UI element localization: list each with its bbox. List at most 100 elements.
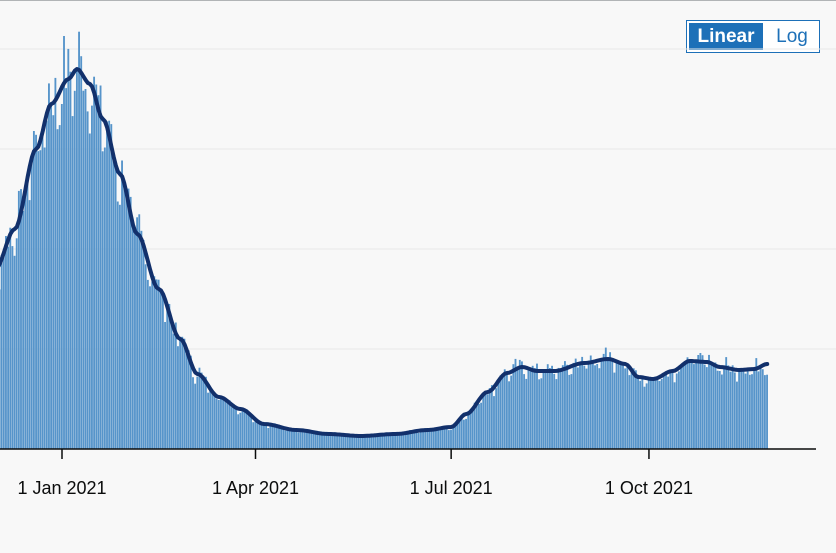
daily-bar: [447, 430, 450, 449]
daily-bar: [13, 255, 16, 449]
daily-bar: [641, 376, 644, 449]
daily-bar: [312, 432, 315, 449]
daily-bar: [336, 433, 338, 449]
daily-bar: [430, 429, 433, 449]
daily-bar: [729, 371, 732, 449]
daily-bar: [243, 409, 246, 449]
daily-bar: [658, 381, 661, 449]
daily-bar: [346, 434, 349, 449]
daily-bar: [402, 434, 405, 449]
daily-bar: [299, 432, 302, 449]
daily-bar: [398, 434, 401, 449]
daily-bar: [544, 370, 547, 449]
daily-bar: [665, 373, 667, 449]
daily-bar: [531, 365, 534, 449]
x-tick-label: 1 Oct 2021: [605, 478, 693, 498]
daily-bar: [475, 405, 478, 449]
daily-bar: [600, 359, 603, 449]
daily-bar: [394, 433, 397, 449]
daily-bar: [499, 375, 502, 449]
daily-bar: [11, 246, 14, 449]
daily-bar: [667, 376, 670, 449]
daily-bar: [207, 392, 209, 449]
daily-bar: [473, 402, 476, 449]
daily-bar: [591, 361, 594, 449]
daily-bar: [56, 129, 59, 449]
daily-bar: [52, 115, 55, 449]
daily-bar: [712, 365, 715, 449]
daily-bar: [142, 240, 145, 449]
daily-bar: [5, 236, 7, 449]
daily-bar: [467, 411, 470, 449]
daily-bar: [693, 364, 695, 449]
daily-bar: [78, 31, 80, 449]
daily-bar: [615, 362, 618, 449]
daily-bar: [301, 431, 304, 449]
daily-bar: [456, 421, 459, 449]
daily-bar: [503, 369, 506, 449]
daily-bar: [349, 434, 351, 449]
daily-bar: [680, 366, 682, 449]
daily-bar: [705, 367, 708, 449]
daily-bar: [146, 279, 149, 449]
daily-bar: [17, 190, 20, 449]
daily-bar: [265, 423, 268, 449]
daily-bar: [368, 435, 371, 449]
daily-bar: [338, 434, 341, 449]
daily-bar: [533, 368, 536, 449]
daily-bar: [93, 76, 96, 449]
daily-bar: [69, 71, 72, 449]
daily-bar: [568, 374, 571, 449]
daily-bar: [626, 365, 629, 449]
daily-bar: [452, 425, 455, 449]
daily-bar: [738, 371, 741, 449]
daily-bar: [196, 376, 199, 449]
daily-bar: [278, 424, 280, 449]
daily-bar: [454, 423, 457, 449]
daily-bar: [699, 353, 702, 449]
linear-scale-button[interactable]: Linear: [687, 21, 765, 52]
daily-bar: [2, 248, 5, 449]
daily-bar: [134, 231, 136, 449]
daily-bar: [157, 279, 160, 449]
daily-bar: [26, 176, 29, 449]
daily-bar: [164, 322, 166, 449]
daily-bar: [579, 363, 581, 449]
daily-bar: [548, 368, 551, 449]
daily-bar: [22, 210, 25, 449]
daily-bar: [314, 433, 317, 449]
daily-bar: [247, 414, 250, 449]
log-scale-button[interactable]: Log: [776, 25, 808, 47]
daily-bar: [742, 370, 745, 449]
daily-bar: [744, 373, 747, 449]
daily-bar: [127, 188, 130, 449]
daily-bar: [273, 423, 276, 449]
daily-bar: [411, 431, 414, 449]
daily-bar: [740, 370, 743, 449]
daily-bar: [404, 434, 407, 449]
daily-bar: [701, 355, 704, 449]
daily-bar: [643, 386, 646, 449]
daily-bar: [159, 293, 162, 449]
daily-bar: [514, 358, 517, 449]
daily-bar: [232, 407, 235, 449]
daily-bar: [325, 433, 328, 449]
daily-bar: [222, 399, 225, 449]
daily-bar: [198, 367, 201, 449]
daily-bar: [374, 436, 377, 449]
daily-bar: [228, 400, 231, 449]
daily-bar: [329, 434, 332, 449]
daily-bar: [759, 366, 762, 449]
daily-bar: [258, 421, 261, 449]
daily-bar: [24, 186, 27, 449]
daily-bar: [95, 84, 98, 449]
daily-bar: [230, 407, 233, 449]
daily-bar: [482, 394, 485, 449]
daily-bar: [389, 434, 392, 449]
x-tick-label: 1 Jul 2021: [410, 478, 493, 498]
daily-bar: [512, 364, 515, 449]
daily-bar: [675, 373, 678, 449]
daily-bar: [108, 120, 111, 449]
daily-bar: [686, 357, 689, 449]
daily-bar: [634, 370, 637, 449]
